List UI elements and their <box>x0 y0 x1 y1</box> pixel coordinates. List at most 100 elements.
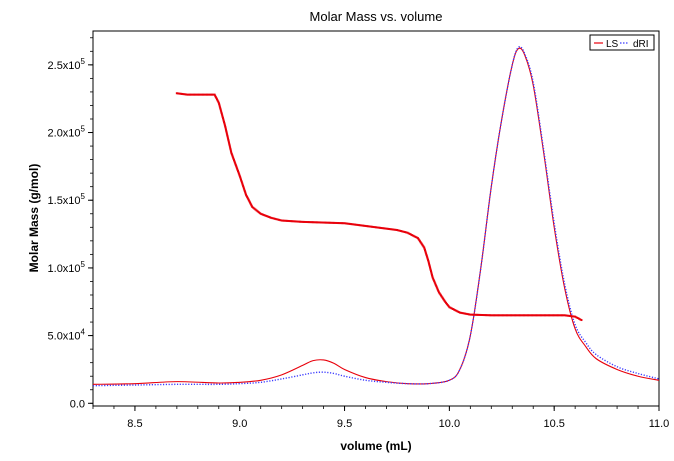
molar-mass-point <box>432 277 435 280</box>
molar-mass-point <box>244 192 247 195</box>
molar-mass-point <box>238 173 241 176</box>
molar-mass-point <box>234 163 237 166</box>
molar-mass-point <box>496 314 499 317</box>
molar-mass-point <box>241 182 244 185</box>
molar-mass-point <box>246 197 249 200</box>
molar-mass-point <box>211 93 214 96</box>
molar-mass-point <box>225 129 228 132</box>
molar-mass-point <box>224 124 227 127</box>
molar-mass-point <box>260 213 263 216</box>
molar-mass-point <box>448 306 451 309</box>
x-tick-label: 10.5 <box>543 418 564 430</box>
molar-mass-point <box>461 312 464 315</box>
molar-mass-point <box>478 313 481 316</box>
molar-mass-point <box>232 156 235 159</box>
molar-mass-point <box>339 222 342 225</box>
molar-mass-point <box>498 314 501 317</box>
molar-mass-point <box>494 314 497 317</box>
molar-mass-point <box>338 222 341 225</box>
molar-mass-point <box>220 110 223 113</box>
molar-mass-point <box>462 312 465 315</box>
molar-mass-point <box>389 228 392 231</box>
molar-mass-point <box>371 225 374 228</box>
molar-mass-point <box>227 141 230 144</box>
molar-mass-point <box>439 293 442 296</box>
molar-mass-point <box>428 265 431 268</box>
molar-mass-point <box>337 222 339 225</box>
x-axis-label: volume (mL) <box>340 439 411 453</box>
molar-mass-point <box>426 257 429 260</box>
molar-mass-point <box>380 226 383 229</box>
molar-mass-point <box>301 220 304 223</box>
molar-mass-point <box>241 183 244 186</box>
molar-mass-point <box>368 225 371 228</box>
molar-mass-point <box>438 292 441 295</box>
molar-mass-point <box>230 150 233 153</box>
molar-mass-point <box>243 190 246 193</box>
molar-mass-point <box>267 215 270 218</box>
molar-mass-point <box>506 314 509 317</box>
molar-mass-point <box>427 261 430 264</box>
molar-mass-point <box>521 314 524 317</box>
molar-mass-point <box>175 92 178 95</box>
molar-mass-point <box>446 304 449 307</box>
x-tick-label: 9.0 <box>232 418 247 430</box>
molar-mass-point <box>247 199 250 202</box>
molar-mass-point <box>225 132 228 135</box>
molar-mass-point <box>278 218 281 221</box>
molar-mass-point <box>205 93 208 96</box>
molar-mass-point <box>223 122 226 125</box>
molar-mass-point <box>429 270 432 273</box>
molar-mass-point <box>529 314 532 317</box>
molar-mass-point <box>357 224 360 227</box>
molar-mass-point <box>485 314 488 317</box>
molar-mass-point <box>179 92 182 95</box>
molar-mass-point <box>227 140 230 143</box>
molar-mass-point <box>413 235 416 238</box>
molar-mass-point <box>445 302 448 305</box>
molar-mass-point <box>424 251 427 254</box>
molar-mass-point <box>399 230 402 233</box>
molar-mass-point <box>466 313 469 316</box>
molar-mass-point <box>325 221 328 224</box>
molar-mass-point <box>257 211 260 214</box>
molar-mass-point <box>216 99 219 102</box>
molar-mass-point <box>499 314 502 317</box>
molar-mass-point <box>568 314 571 317</box>
molar-mass-point <box>192 93 195 96</box>
molar-mass-point <box>346 222 349 225</box>
molar-mass-point <box>289 220 292 223</box>
chart-title: Molar Mass vs. volume <box>310 9 443 24</box>
molar-mass-point <box>469 313 472 316</box>
molar-mass-point <box>519 314 522 317</box>
molar-mass-point <box>479 313 482 316</box>
molar-mass-point <box>356 223 359 226</box>
legend-dri-label: dRI <box>633 39 649 50</box>
molar-mass-point <box>416 237 419 240</box>
molar-mass-point <box>551 314 554 317</box>
molar-mass-point <box>409 233 412 236</box>
y-tick-base: 1.5x10 <box>48 195 81 207</box>
molar-mass-point <box>237 172 240 175</box>
molar-mass-point <box>570 315 573 318</box>
molar-mass-point <box>511 314 514 317</box>
molar-mass-point <box>453 308 456 311</box>
molar-mass-point <box>304 220 307 223</box>
molar-mass-point <box>577 317 580 320</box>
molar-mass-point <box>545 314 548 317</box>
molar-mass-point <box>550 314 553 317</box>
molar-mass-point <box>226 135 229 138</box>
molar-mass-point <box>419 240 422 243</box>
molar-mass-point <box>279 219 282 222</box>
molar-mass-point <box>196 93 199 96</box>
molar-mass-point <box>318 221 321 224</box>
molar-mass-point <box>541 314 544 317</box>
molar-mass-point <box>392 228 395 231</box>
molar-mass-point <box>571 315 574 318</box>
molar-mass-point <box>562 314 565 317</box>
molar-mass-point <box>313 221 316 224</box>
y-tick-label: 2.0x105 <box>48 125 86 140</box>
molar-mass-point <box>406 231 409 234</box>
molar-mass-point <box>377 226 380 229</box>
molar-mass-point <box>256 210 259 213</box>
